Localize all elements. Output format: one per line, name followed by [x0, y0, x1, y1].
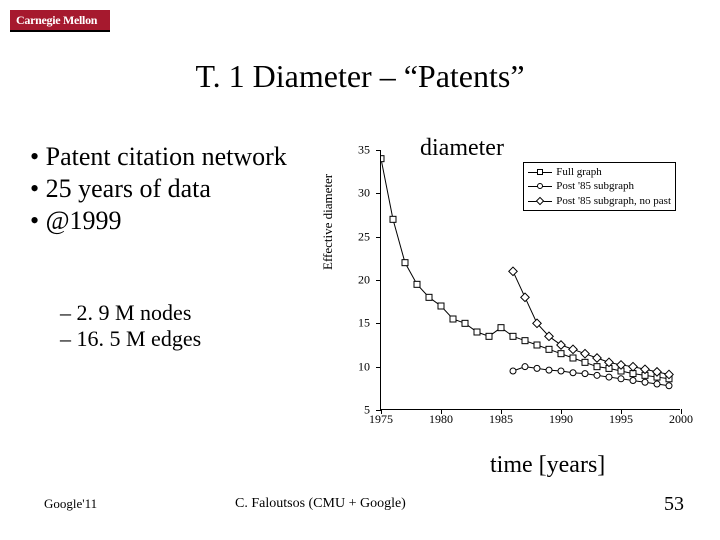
ytick-label: 35	[358, 143, 370, 158]
xtick-label: 2000	[669, 412, 693, 427]
ytick-label: 15	[358, 316, 370, 331]
subbullet-item: 2. 9 M nodes	[60, 300, 201, 326]
bullet-item: 25 years of data	[30, 174, 330, 204]
footer-center: C. Faloutsos (CMU + Google)	[235, 496, 406, 512]
chart-ylabel: Effective diameter	[320, 174, 336, 270]
subbullet-item: 16. 5 M edges	[60, 326, 201, 352]
square-icon	[537, 169, 543, 175]
bullet-list: Patent citation network 25 years of data…	[30, 140, 330, 238]
overlay-diameter-label: diameter	[420, 135, 504, 162]
ytick-label: 20	[358, 273, 370, 288]
xtick-label: 1985	[489, 412, 513, 427]
bullet-item: Patent citation network	[30, 142, 330, 172]
chart-series	[381, 150, 681, 410]
overlay-time-label: time [years]	[490, 452, 605, 479]
cmu-logo: Carnegie Mellon	[10, 10, 110, 32]
bullet-item: @1999	[30, 206, 330, 236]
footer-page-number: 53	[664, 493, 684, 516]
subbullet-list: 2. 9 M nodes 16. 5 M edges	[60, 300, 201, 352]
footer-left: Google'11	[44, 496, 97, 512]
xtick-label: 1975	[369, 412, 393, 427]
slide-title: T. 1 Diameter – “Patents”	[0, 58, 720, 95]
diameter-chart: Effective diameter Full graph Post '85 s…	[330, 140, 700, 440]
ytick-label: 10	[358, 359, 370, 374]
xtick-label: 1995	[609, 412, 633, 427]
ytick-label: 25	[358, 229, 370, 244]
xtick-label: 1980	[429, 412, 453, 427]
ytick-label: 30	[358, 186, 370, 201]
chart-plot-area: Full graph Post '85 subgraph Post '85 su…	[380, 150, 680, 410]
xtick-label: 1990	[549, 412, 573, 427]
